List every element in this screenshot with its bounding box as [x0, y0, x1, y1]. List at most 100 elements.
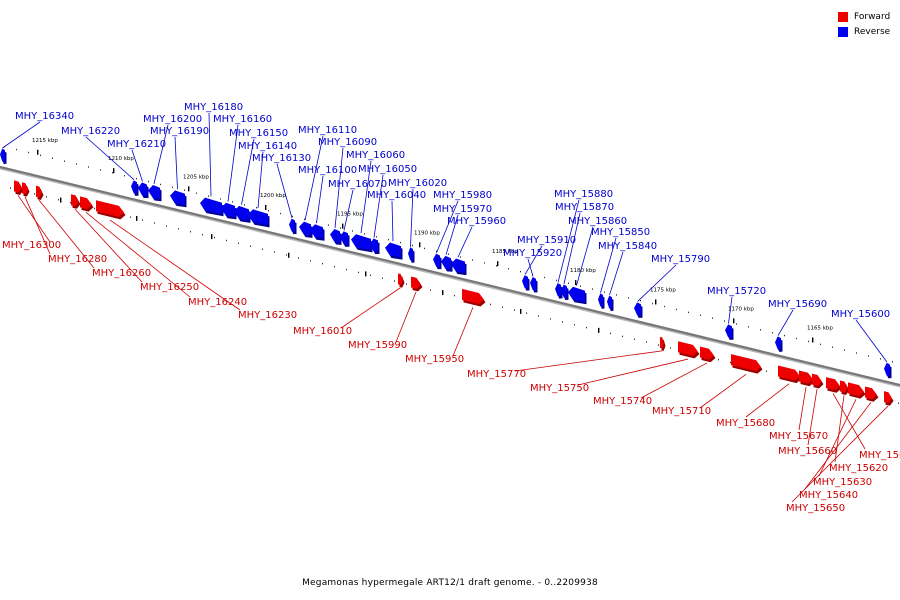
- gene-MHY_15600[interactable]: [884, 362, 892, 379]
- gene-MHY_15630[interactable]: [848, 382, 866, 399]
- legend-forward: Forward: [838, 9, 890, 24]
- leader-line: [600, 237, 617, 293]
- gene-MHY_16300[interactable]: [14, 180, 24, 195]
- minor-tick: [112, 172, 113, 174]
- gene-MHY_15660[interactable]: [812, 373, 824, 389]
- legend: Forward Reverse: [838, 9, 890, 39]
- gene-MHY_16160[interactable]: [221, 202, 237, 220]
- leader-line: [777, 309, 794, 336]
- minor-tick: [172, 186, 173, 189]
- label-MHY_15770: MHY_15770: [467, 369, 526, 380]
- legend-reverse-label: Reverse: [854, 26, 891, 37]
- minor-tick: [358, 271, 359, 274]
- gene-body: [848, 382, 864, 397]
- gene-body: [170, 190, 185, 205]
- gene-MHY_16220[interactable]: [131, 180, 139, 196]
- minor-tick: [490, 303, 491, 306]
- gene-MHY_16100[interactable]: [310, 224, 325, 241]
- gene-MHY_15980[interactable]: [433, 253, 442, 270]
- gene-MHY_15950[interactable]: [462, 288, 486, 307]
- gene-MHY_16060[interactable]: [351, 234, 373, 253]
- gene-MHY_15770[interactable]: [660, 336, 666, 351]
- gene-MHY_15850[interactable]: [598, 293, 605, 309]
- gene-MHY_16190[interactable]: [170, 190, 187, 208]
- leader-line: [577, 358, 689, 386]
- gene-MHY_15740[interactable]: [700, 346, 716, 363]
- gene-MHY_15750[interactable]: [678, 341, 700, 359]
- gene-MHY_16260[interactable]: [36, 185, 44, 201]
- gene-MHY_16250[interactable]: [71, 194, 81, 209]
- gene-MHY_16110[interactable]: [299, 221, 313, 238]
- gene-MHY_16130[interactable]: [289, 218, 297, 235]
- gene-body: [340, 231, 348, 245]
- label-MHY_15600: MHY_15600: [831, 309, 890, 320]
- minor-tick: [832, 346, 833, 348]
- gene-MHY_15860[interactable]: [568, 286, 587, 305]
- gene-MHY_16230[interactable]: [96, 200, 126, 220]
- gene-MHY_16200[interactable]: [148, 185, 162, 202]
- gene-MHY_15840[interactable]: [607, 295, 614, 312]
- minor-tick: [196, 192, 197, 194]
- minor-tick: [766, 370, 767, 372]
- gene-MHY_15640[interactable]: [865, 386, 879, 402]
- gene-MHY_16020[interactable]: [408, 247, 415, 263]
- gene-MHY_15610[interactable]: [826, 377, 842, 393]
- gene-MHY_16040[interactable]: [385, 242, 403, 260]
- label-MHY_16110: MHY_16110: [298, 125, 357, 136]
- gene-MHY_16180[interactable]: [200, 197, 224, 217]
- leader-line: [334, 147, 344, 228]
- gene-MHY_16090[interactable]: [330, 229, 342, 245]
- minor-tick: [226, 239, 227, 242]
- minor-tick: [244, 204, 245, 206]
- gene-body: [411, 276, 421, 289]
- gene-MHY_15680[interactable]: [778, 365, 802, 384]
- gene-MHY_15650[interactable]: [884, 391, 894, 406]
- gene-MHY_15870[interactable]: [561, 284, 569, 301]
- gene-MHY_16070[interactable]: [340, 231, 350, 247]
- major-tick: [60, 197, 62, 203]
- gene-MHY_15990[interactable]: [411, 276, 423, 292]
- leader-line: [728, 296, 733, 324]
- minor-tick: [70, 201, 71, 204]
- gene-MHY_15880[interactable]: [555, 283, 563, 299]
- minor-tick: [352, 230, 353, 232]
- gene-MHY_15710[interactable]: [731, 354, 763, 374]
- minor-tick: [382, 277, 383, 279]
- gene-MHY_15690[interactable]: [775, 336, 783, 352]
- minor-tick: [712, 317, 713, 319]
- minor-tick: [400, 241, 401, 244]
- gene-body: [385, 242, 401, 258]
- label-MHY_15920: MHY_15920: [503, 248, 562, 259]
- gene-MHY_15910[interactable]: [522, 275, 530, 291]
- gene-body: [522, 275, 528, 289]
- leader-line: [360, 160, 372, 234]
- gene-MHY_15970[interactable]: [441, 255, 453, 272]
- label-MHY_16150: MHY_16150: [229, 128, 288, 139]
- gene-MHY_15790[interactable]: [634, 302, 643, 318]
- gene-MHY_16050[interactable]: [370, 238, 380, 255]
- label-MHY_15910: MHY_15910: [517, 235, 576, 246]
- gene-body: [138, 182, 147, 196]
- gene-body: [0, 148, 5, 162]
- minor-tick: [898, 402, 899, 404]
- leader-line: [2, 121, 41, 149]
- gene-MHY_16280[interactable]: [22, 182, 30, 197]
- gene-MHY_16240[interactable]: [80, 196, 94, 212]
- major-tick: [442, 290, 444, 296]
- gene-MHY_16210[interactable]: [138, 182, 149, 199]
- leader-line: [17, 195, 51, 243]
- gene-MHY_15720[interactable]: [725, 324, 734, 340]
- minor-tick: [130, 216, 131, 218]
- gene-MHY_15960[interactable]: [451, 258, 467, 276]
- gene-body: [530, 277, 536, 291]
- gene-MHY_15670[interactable]: [799, 370, 815, 387]
- gene-MHY_16140[interactable]: [248, 209, 270, 228]
- gene-MHY_15620[interactable]: [840, 380, 850, 396]
- leader-line: [834, 395, 845, 463]
- gene-MHY_16010[interactable]: [398, 273, 405, 288]
- gene-body: [775, 336, 781, 350]
- gene-MHY_16340[interactable]: [0, 148, 7, 165]
- gene-MHY_15920[interactable]: [530, 277, 538, 293]
- minor-tick: [124, 175, 125, 177]
- gene-MHY_16150[interactable]: [234, 205, 251, 223]
